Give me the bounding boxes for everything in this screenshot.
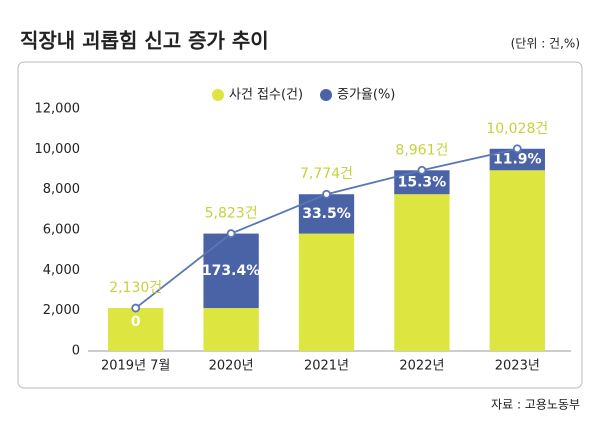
- line-point: [226, 229, 236, 238]
- bar-segment: [203, 308, 259, 351]
- unit-note: (단위 : 건,%): [511, 37, 580, 51]
- frame: [17, 61, 583, 389]
- bar-segment: [394, 194, 450, 351]
- value-label: 8,961건: [395, 142, 448, 158]
- source: 자료 : 고용노동부: [491, 398, 580, 412]
- rate-label: 15.3%: [398, 174, 447, 190]
- bar-segment: [203, 233, 259, 309]
- x-tick-label: 2022년: [399, 359, 444, 374]
- line-point: [512, 144, 522, 154]
- rate-label: 0: [131, 314, 141, 330]
- bar-segment: [108, 308, 164, 351]
- rate-label: 173.4%: [202, 263, 260, 279]
- value-label: 7,774건: [300, 166, 353, 182]
- line-point: [417, 165, 427, 175]
- bar-segment: [298, 233, 355, 351]
- legend-marker: [212, 89, 224, 101]
- rate-label: 11.9%: [493, 152, 542, 168]
- y-tick-label: 4,000: [43, 263, 80, 278]
- legend-marker: [320, 89, 332, 101]
- y-tick-label: 12,000: [35, 102, 81, 117]
- chart-title: 직장내 괴롭힘 신고 증가 추이: [20, 29, 269, 53]
- legend-label: 증가율(%): [337, 88, 395, 103]
- y-tick-label: 2,000: [43, 303, 80, 318]
- bar-segment: [394, 170, 450, 195]
- y-tick-label: 10,000: [35, 142, 81, 157]
- x-tick-label: 2019년 7월: [101, 359, 170, 374]
- bar-segment: [489, 148, 545, 171]
- value-label: 10,028건: [486, 121, 548, 137]
- x-tick-label: 2023년: [495, 359, 540, 374]
- line-point: [131, 303, 141, 313]
- value-label: 5,823건: [205, 206, 258, 222]
- x-tick-label: 2020년: [209, 359, 254, 374]
- bar-segment: [489, 170, 545, 351]
- line-point: [322, 189, 331, 199]
- y-tick-label: 0: [72, 344, 80, 359]
- bar-segment: [298, 194, 355, 234]
- y-tick-label: 8,000: [43, 182, 80, 197]
- rate-label: 33.5%: [302, 206, 351, 222]
- y-tick-label: 6,000: [43, 223, 80, 238]
- x-tick-label: 2021년: [304, 359, 349, 374]
- legend-label: 사건 접수(건): [229, 88, 303, 103]
- value-label: 2,130건: [109, 280, 162, 296]
